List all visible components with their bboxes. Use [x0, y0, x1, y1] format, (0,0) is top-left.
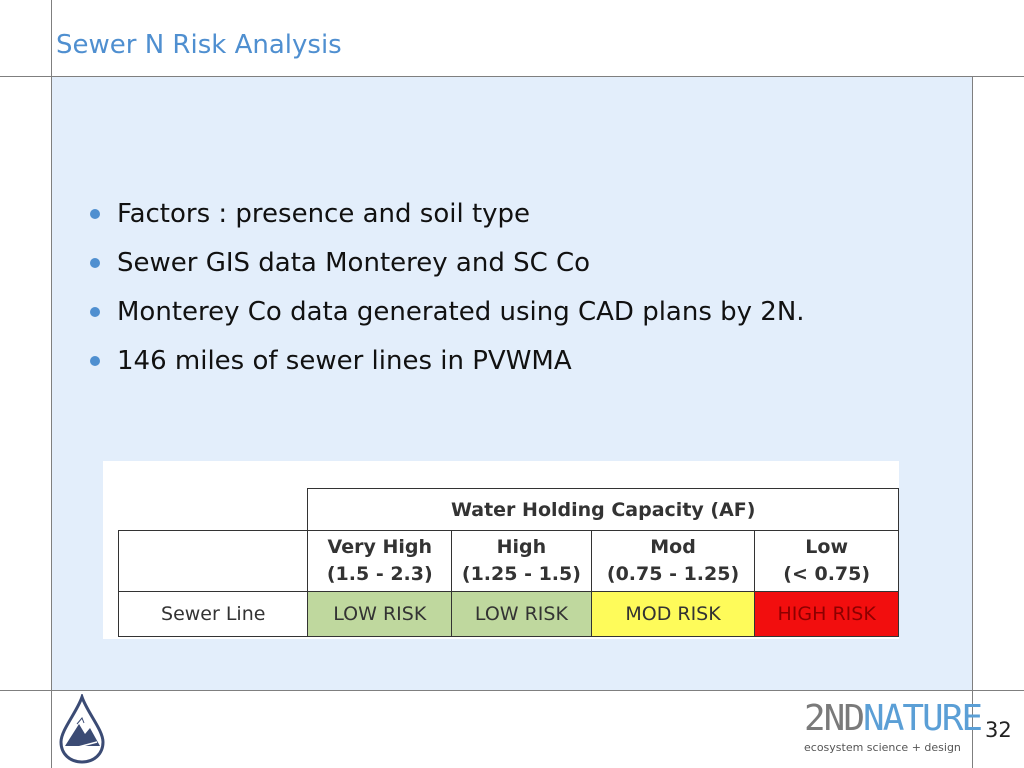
brand-tagline: ecosystem science + design	[804, 741, 961, 754]
brand-part1: 2ND	[804, 698, 865, 739]
risk-cell-low: LOW RISK	[307, 591, 453, 637]
column-name: Mod	[650, 536, 696, 558]
risk-cell-low: LOW RISK	[451, 591, 592, 637]
title-divider	[0, 76, 1024, 77]
bullet-item: Sewer GIS data Monterey and SC Co	[88, 245, 805, 294]
bullet-item: Factors : presence and soil type	[88, 196, 805, 245]
bullet-text: 146 miles of sewer lines in PVWMA	[117, 346, 572, 376]
row-label: Sewer Line	[117, 591, 309, 637]
brand-wordmark: 2NDNATURE	[804, 698, 983, 739]
column-range: (0.75 - 1.25)	[606, 563, 740, 585]
bullet-icon	[90, 307, 100, 317]
brand-part2: NATURE	[863, 698, 983, 739]
table-group-header: Water Holding Capacity (AF)	[307, 488, 899, 531]
risk-table-image: Water Holding Capacity (AF) Very High (1.…	[103, 461, 899, 639]
bullet-text: Sewer GIS data Monterey and SC Co	[117, 248, 591, 278]
brand-logo: 2NDNATURE ecosystem science + design	[804, 698, 983, 768]
bullet-text: Monterey Co data generated using CAD pla…	[117, 297, 805, 327]
left-frame-line	[51, 0, 52, 768]
table-corner-cell	[117, 530, 309, 592]
column-header: Very High (1.5 - 2.3)	[307, 530, 453, 592]
bullet-icon	[90, 209, 100, 219]
bullet-item: 146 miles of sewer lines in PVWMA	[88, 343, 805, 392]
column-name: Low	[805, 536, 849, 558]
table-row: Sewer Line LOW RISK LOW RISK MOD RISK HI…	[117, 591, 899, 637]
column-header: High (1.25 - 1.5)	[451, 530, 592, 592]
column-name: Very High	[327, 536, 433, 558]
column-range: (1.25 - 1.5)	[461, 563, 581, 585]
table-blank-cell	[119, 489, 308, 531]
bullet-item: Monterey Co data generated using CAD pla…	[88, 294, 805, 343]
page-number: 32	[985, 718, 1012, 742]
slide-title: Sewer N Risk Analysis	[56, 30, 342, 60]
bullet-list: Factors : presence and soil type Sewer G…	[88, 196, 805, 392]
bullet-icon	[90, 258, 100, 268]
column-header: Low (< 0.75)	[754, 530, 899, 592]
table-subheader-row: Very High (1.5 - 2.3) High (1.25 - 1.5) Mo…	[117, 530, 899, 592]
risk-cell-mod: MOD RISK	[590, 591, 756, 637]
bullet-icon	[90, 356, 100, 366]
table-header-row: Water Holding Capacity (AF)	[119, 488, 899, 531]
column-range: (< 0.75)	[783, 563, 871, 585]
risk-cell-high: HIGH RISK	[754, 591, 899, 637]
column-header: Mod (0.75 - 1.25)	[590, 530, 756, 592]
risk-table: Water Holding Capacity (AF) Very High (1.…	[117, 488, 899, 637]
footer-divider	[0, 690, 1024, 691]
water-drop-mountain-icon	[59, 694, 105, 764]
bullet-text: Factors : presence and soil type	[117, 199, 531, 229]
column-range: (1.5 - 2.3)	[326, 563, 433, 585]
column-name: High	[496, 536, 547, 558]
right-frame-line	[972, 76, 973, 768]
